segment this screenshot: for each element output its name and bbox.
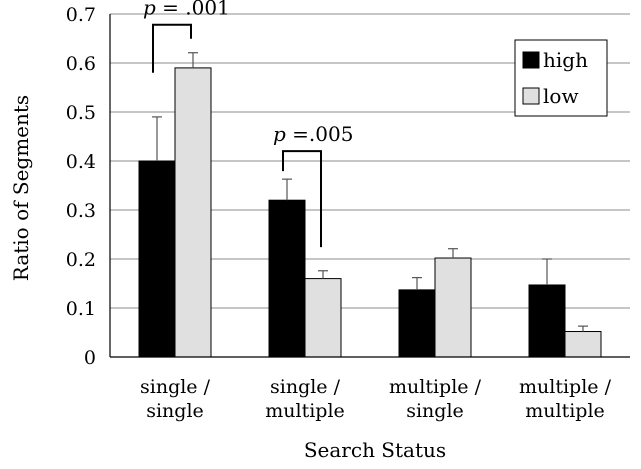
legend-label-low: low <box>543 84 579 108</box>
significance-bracket <box>282 150 322 248</box>
y-tick-label: 0.4 <box>66 151 96 173</box>
x-category-label: multiple <box>525 400 605 422</box>
y-tick-label: 0.5 <box>66 102 96 124</box>
legend-swatch-low <box>522 87 540 105</box>
bar-high-0 <box>138 160 176 358</box>
bar-low-2 <box>434 257 472 358</box>
significance-label: p =.005 <box>273 122 353 146</box>
y-axis-title: Ratio of Segments <box>9 95 33 281</box>
legend-swatch-high <box>522 51 540 69</box>
y-tick-label: 0.7 <box>66 4 96 26</box>
x-category-label: single <box>146 400 204 422</box>
significance-label: p = .001 <box>143 0 230 20</box>
x-category-label: multiple / <box>519 376 612 398</box>
bar-high-2 <box>398 289 436 358</box>
significance-bracket <box>152 23 192 73</box>
bar-high-3 <box>528 284 566 358</box>
bar-low-1 <box>304 278 342 358</box>
x-category-label: multiple / <box>389 376 482 398</box>
y-tick-label: 0.3 <box>66 200 96 222</box>
x-category-label: single / <box>270 376 341 398</box>
y-tick-label: 0.1 <box>66 298 96 320</box>
legend: high low <box>514 39 608 117</box>
bar-high-1 <box>268 199 306 358</box>
y-tick-label: 0 <box>84 347 96 369</box>
bar-low-3 <box>564 331 602 358</box>
x-category-label: single <box>406 400 464 422</box>
significance-annotations: p = .001 p =.005 <box>143 0 353 248</box>
bar-low-0 <box>174 67 212 358</box>
x-axis-title: Search Status <box>304 438 446 462</box>
y-tick-label: 0.2 <box>66 249 96 271</box>
legend-label-high: high <box>543 48 588 72</box>
y-tick-label: 0.6 <box>66 53 96 75</box>
x-category-label: multiple <box>265 400 345 422</box>
x-category-label: single / <box>140 376 211 398</box>
